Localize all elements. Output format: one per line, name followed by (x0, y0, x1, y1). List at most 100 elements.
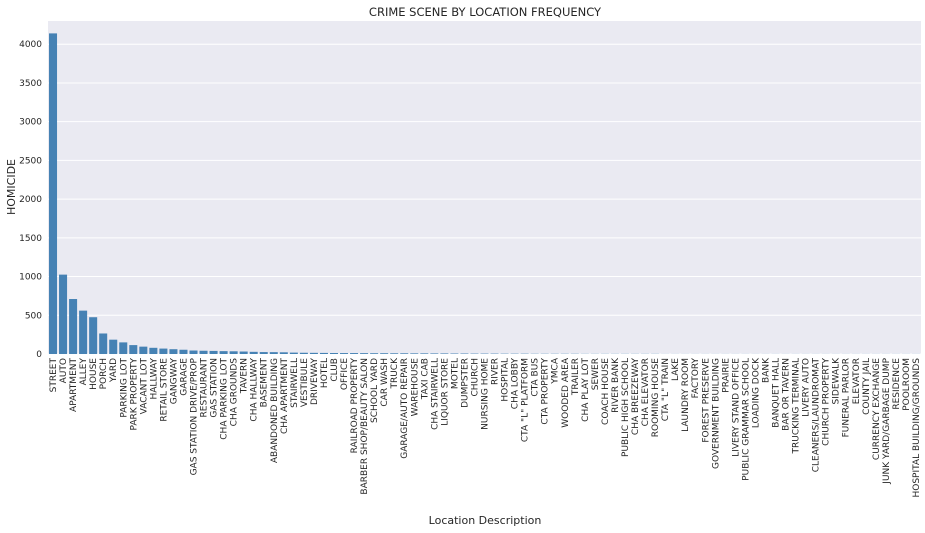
x-tick-label: CHA GROUNDS (230, 358, 240, 427)
x-tick-label: BASEMENT (260, 358, 270, 408)
bars (49, 33, 920, 355)
x-tick-label: VACANT LOT (139, 358, 149, 415)
x-tick-label: COACH HOUSE (601, 358, 611, 425)
x-tick-label: JUNK YARD/GARBAGE DUMP (882, 357, 892, 484)
x-tick-label: FOREST PRESERVE (701, 358, 711, 443)
bar (440, 353, 449, 354)
x-tick-label: LOADING DOCK (751, 357, 761, 428)
y-tick-label: 2000 (19, 195, 42, 205)
x-tick-label: CHURCH PROPERTY (822, 358, 832, 446)
bar (139, 346, 148, 354)
x-tick-label: CTA "L" PLATFORM (521, 358, 531, 442)
x-tick-label: STREET (49, 358, 59, 393)
x-axis-label: Location Description (429, 514, 542, 527)
y-tick-label: 500 (25, 311, 42, 321)
x-tick-label: YMCA (551, 357, 561, 385)
x-tick-label: SEWER (591, 358, 601, 390)
x-tick-label: GARAGE/AUTO REPAIR (400, 358, 410, 459)
x-tick-label: LAUNDRY ROOM (681, 358, 691, 432)
bar (239, 351, 248, 354)
x-tick-label: SCHOOL YARD (370, 358, 380, 423)
x-tick-label: RIVER BANK (611, 357, 621, 413)
y-tick-label: 0 (36, 350, 42, 360)
x-tick-label: CHA STAIRWELL (430, 358, 440, 430)
bar (159, 348, 168, 354)
chart-title: CRIME SCENE BY LOCATION FREQUENCY (369, 5, 602, 19)
bar (69, 299, 78, 354)
x-tick-label: HOUSE (89, 358, 99, 390)
x-tick-label: BARBER SHOP/BEAUTY SALON (360, 358, 370, 495)
bar (119, 342, 128, 354)
x-tick-label: AUTO (59, 358, 69, 383)
x-tick-label: RAILROAD PROPERTY (350, 358, 360, 454)
x-tick-label: PRAIRIE (721, 358, 731, 393)
x-tick-label: PARK PROPERTY (129, 358, 139, 431)
x-tick-label: CHA APARTMENT (280, 358, 290, 435)
bar (129, 345, 138, 354)
x-tick-label: YARD (109, 358, 119, 383)
y-tick-label: 3500 (19, 79, 42, 89)
y-tick-label: 1500 (19, 234, 42, 244)
y-tick-labels: 0 500 1000 1500 2000 2500 3000 3500 4000 (19, 40, 42, 360)
bar (199, 350, 208, 354)
x-tick-label: HOSPITAL BUILDING/GROUNDS (912, 358, 922, 498)
x-tick-label: PUBLIC HIGH SCHOOL (621, 358, 631, 457)
x-tick-label: OFFICE (340, 358, 350, 390)
x-tick-label: TRAILER (571, 358, 581, 396)
x-tick-label: DRIVEWAY (310, 358, 320, 406)
x-tick-label: PORCH (99, 358, 109, 389)
bar (259, 352, 268, 354)
x-tick-label: ROOMING HOUSE (651, 358, 661, 438)
x-tick-label: WOODED AREA (561, 357, 571, 428)
bar (89, 317, 98, 354)
bar (59, 274, 68, 354)
x-tick-label: ALLEY (79, 358, 89, 386)
x-tick-label: NURSING HOME (481, 358, 491, 430)
x-tick-label: GANGWAY (169, 358, 179, 405)
bar (149, 347, 158, 354)
plot-area (48, 21, 921, 354)
x-tick-label: POOLROOM (902, 358, 912, 411)
bar (360, 353, 369, 354)
x-tick-label: LIVERY AUTO (802, 358, 812, 417)
bar (380, 353, 389, 354)
x-tick-label: DUMPSTER (460, 358, 470, 408)
gridlines (48, 43, 921, 355)
x-tick-label: CTA BUS (531, 358, 541, 397)
x-tick-label: BANQUET HALL (772, 358, 782, 428)
y-tick-label: 4000 (19, 40, 42, 50)
x-tick-label: GARAGE (179, 358, 189, 396)
x-tick-label: PARKING LOT (119, 358, 129, 418)
x-tick-label: RESIDENCE (892, 358, 902, 410)
x-tick-label: GAS STATION DRIVE/PROP (190, 357, 200, 475)
x-tick-label: FACTORY (691, 357, 701, 398)
bar (350, 353, 359, 354)
bar (49, 33, 58, 355)
x-tick-label: MOTEL (450, 358, 460, 389)
x-tick-label: RETAIL STORE (159, 358, 169, 422)
bar (370, 353, 379, 354)
x-tick-label: GAS STATION (210, 358, 220, 418)
bar (329, 352, 338, 354)
x-tick-label: CHA LOBBY (511, 358, 521, 410)
y-tick-label: 2500 (19, 156, 42, 166)
bar (189, 350, 198, 354)
bar (99, 333, 108, 354)
x-tick-label: CHA PARKING LOT (220, 358, 230, 440)
x-tick-label: CHA HALLWAY (250, 358, 260, 422)
x-tick-label: LIVERY STAND OFFICE (731, 358, 741, 457)
x-tick-label: LAKE (671, 358, 681, 381)
bar (309, 352, 318, 354)
x-tick-label: APARTMENT (69, 358, 79, 412)
x-tick-label: BAR OR TAVERN (782, 358, 792, 431)
x-tick-label: PUBLIC GRAMMAR SCHOOL (741, 358, 751, 481)
x-tick-label: TAVERN (240, 358, 250, 394)
bar (269, 352, 278, 354)
x-tick-label: TRUCKING TERMINAL (792, 358, 802, 455)
x-tick-label: ABANDONED BUILDING (270, 358, 280, 463)
bar (319, 352, 328, 354)
bar (430, 353, 439, 354)
x-tick-label: LIQUOR STORE (440, 358, 450, 426)
bar (79, 310, 88, 354)
bar (169, 349, 178, 354)
